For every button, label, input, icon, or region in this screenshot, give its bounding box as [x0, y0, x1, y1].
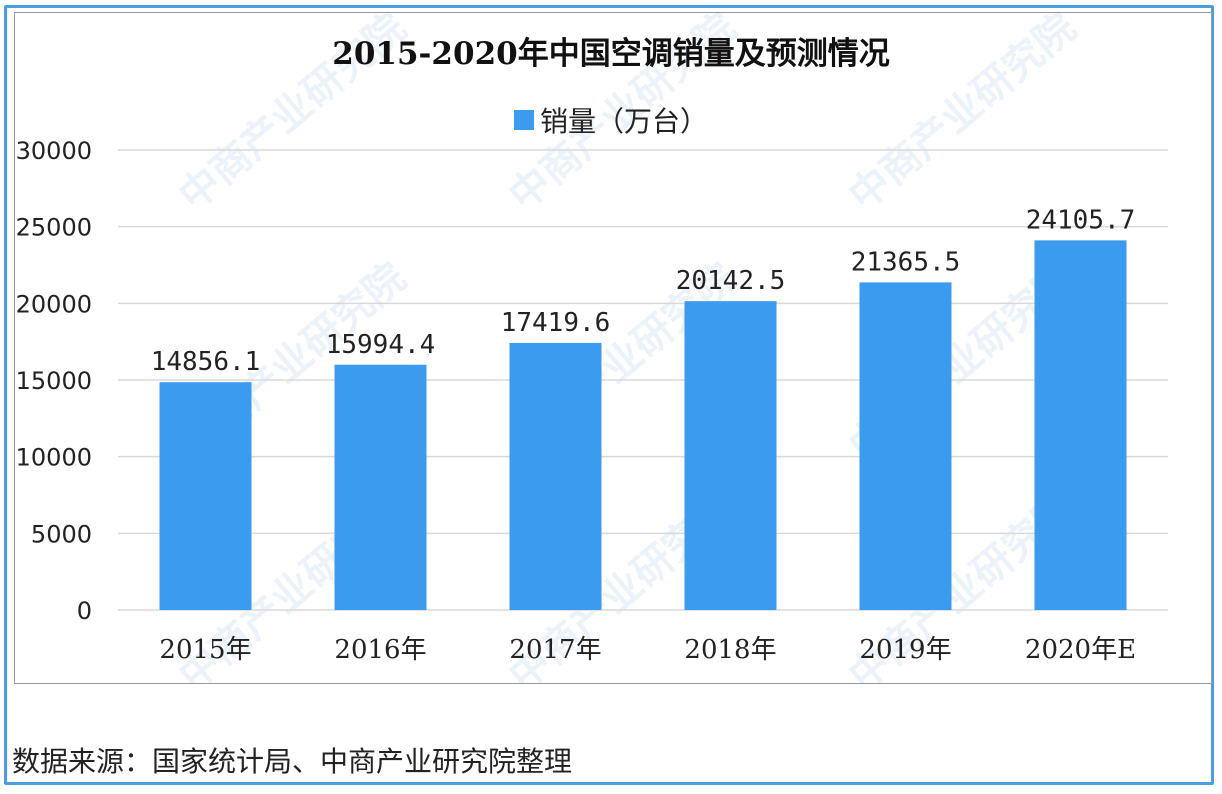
- y-tick-label: 5000: [31, 520, 92, 548]
- bar: [859, 282, 952, 610]
- x-tick-label: 2015年: [159, 635, 251, 665]
- y-tick-label: 20000: [16, 290, 92, 318]
- x-tick-label: 2020年E: [1025, 635, 1136, 665]
- bar: [159, 382, 252, 610]
- x-tick-label: 2017年: [509, 635, 601, 665]
- bar: [509, 342, 602, 610]
- chart-legend: 销量（万台）: [0, 100, 1222, 140]
- source-note: 数据来源：国家统计局、中商产业研究院整理: [12, 745, 573, 778]
- data-label: 17419.6: [501, 308, 611, 338]
- chart-title: 2015-2020年中国空调销量及预测情况: [332, 36, 890, 72]
- x-tick-label: 2016年: [334, 635, 426, 665]
- data-label: 21365.5: [851, 247, 961, 277]
- data-label: 14856.1: [151, 347, 261, 377]
- bar: [1034, 240, 1127, 610]
- data-label: 24105.7: [1026, 205, 1136, 235]
- y-tick-label: 0: [77, 597, 92, 625]
- y-tick-label: 15000: [16, 367, 92, 395]
- data-label: 15994.4: [326, 330, 436, 360]
- bar: [684, 301, 777, 610]
- y-tick-label: 25000: [16, 214, 92, 242]
- y-tick-label: 30000: [16, 137, 92, 165]
- x-tick-label: 2019年: [859, 635, 951, 665]
- x-tick-label: 2018年: [684, 635, 776, 665]
- y-tick-label: 10000: [16, 444, 92, 472]
- data-label: 20142.5: [676, 266, 786, 296]
- outer-frame: [4, 5, 1214, 785]
- bar: [334, 364, 427, 610]
- legend-swatch: [513, 110, 534, 130]
- legend-label: 销量（万台）: [539, 105, 708, 138]
